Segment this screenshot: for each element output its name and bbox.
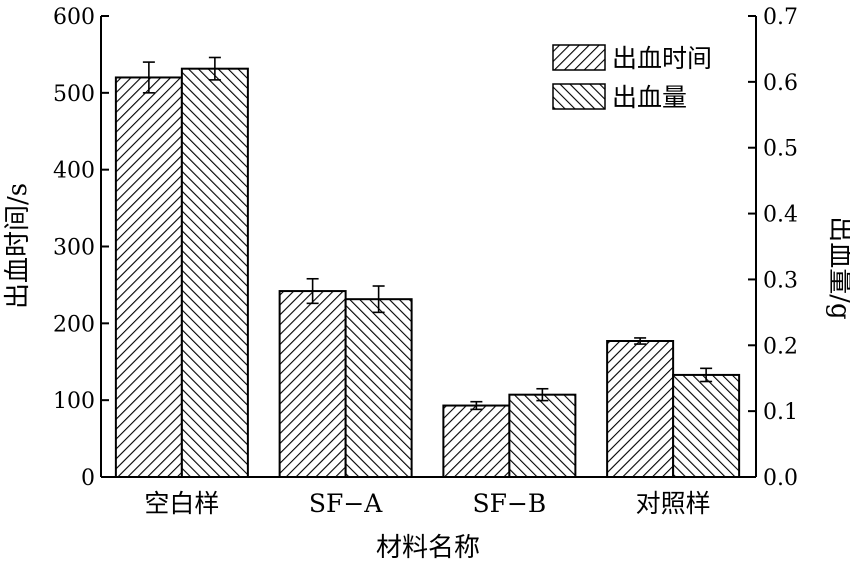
right-tick-label: 0.6	[763, 71, 798, 96]
bar-bleeding-amount	[672, 373, 741, 478]
left-tick-label: 300	[53, 236, 95, 261]
bar-bleeding-time	[442, 404, 511, 479]
bar-bleeding-time	[114, 76, 183, 478]
category-label: SF−B	[472, 489, 546, 518]
right-tick-label: 0.4	[763, 203, 798, 228]
legend-label-bleeding-amount: 出血量	[612, 83, 687, 112]
legend-swatch-bleeding-time	[552, 44, 606, 71]
right-tick-label: 0.3	[763, 268, 798, 293]
left-axis-ticks: 0 100 200 300 400 500 600	[53, 5, 109, 491]
bar-bleeding-time	[606, 340, 675, 478]
category-label: 空白样	[144, 489, 219, 518]
legend-label-bleeding-time: 出血时间	[612, 44, 712, 73]
left-axis-title: 出血时间/s	[3, 183, 33, 309]
right-tick-label: 0.7	[763, 5, 798, 30]
right-tick-label: 0.2	[763, 334, 798, 359]
bars	[114, 67, 741, 479]
bar-bleeding-amount	[508, 393, 577, 478]
left-tick-label: 500	[53, 82, 95, 107]
legend-swatch-bleeding-amount	[552, 83, 606, 110]
right-axis-ticks: 0.0 0.1 0.2 0.3 0.4 0.5 0.6 0.7	[748, 5, 798, 491]
left-tick-label: 0	[81, 466, 95, 491]
right-tick-label: 0.5	[763, 137, 798, 162]
error-bars	[142, 56, 713, 411]
category-labels: 空白样 SF−A SF−B 对照样	[144, 489, 710, 518]
left-tick-label: 200	[53, 312, 95, 337]
right-tick-label: 0.0	[763, 466, 798, 491]
right-axis-title: 出血量/g	[825, 216, 850, 319]
right-tick-label: 0.1	[763, 400, 798, 425]
left-tick-label: 100	[53, 389, 95, 414]
left-tick-label: 400	[53, 159, 95, 184]
x-axis-title: 材料名称	[376, 533, 480, 563]
bar-bleeding-amount	[344, 298, 413, 478]
bar-bleeding-time	[278, 290, 347, 478]
left-tick-label: 600	[53, 5, 95, 30]
category-label: SF−A	[309, 489, 383, 518]
bar-bleeding-amount	[180, 67, 249, 479]
category-label: 对照样	[636, 489, 711, 518]
legend: 出血时间 出血量	[552, 44, 712, 112]
